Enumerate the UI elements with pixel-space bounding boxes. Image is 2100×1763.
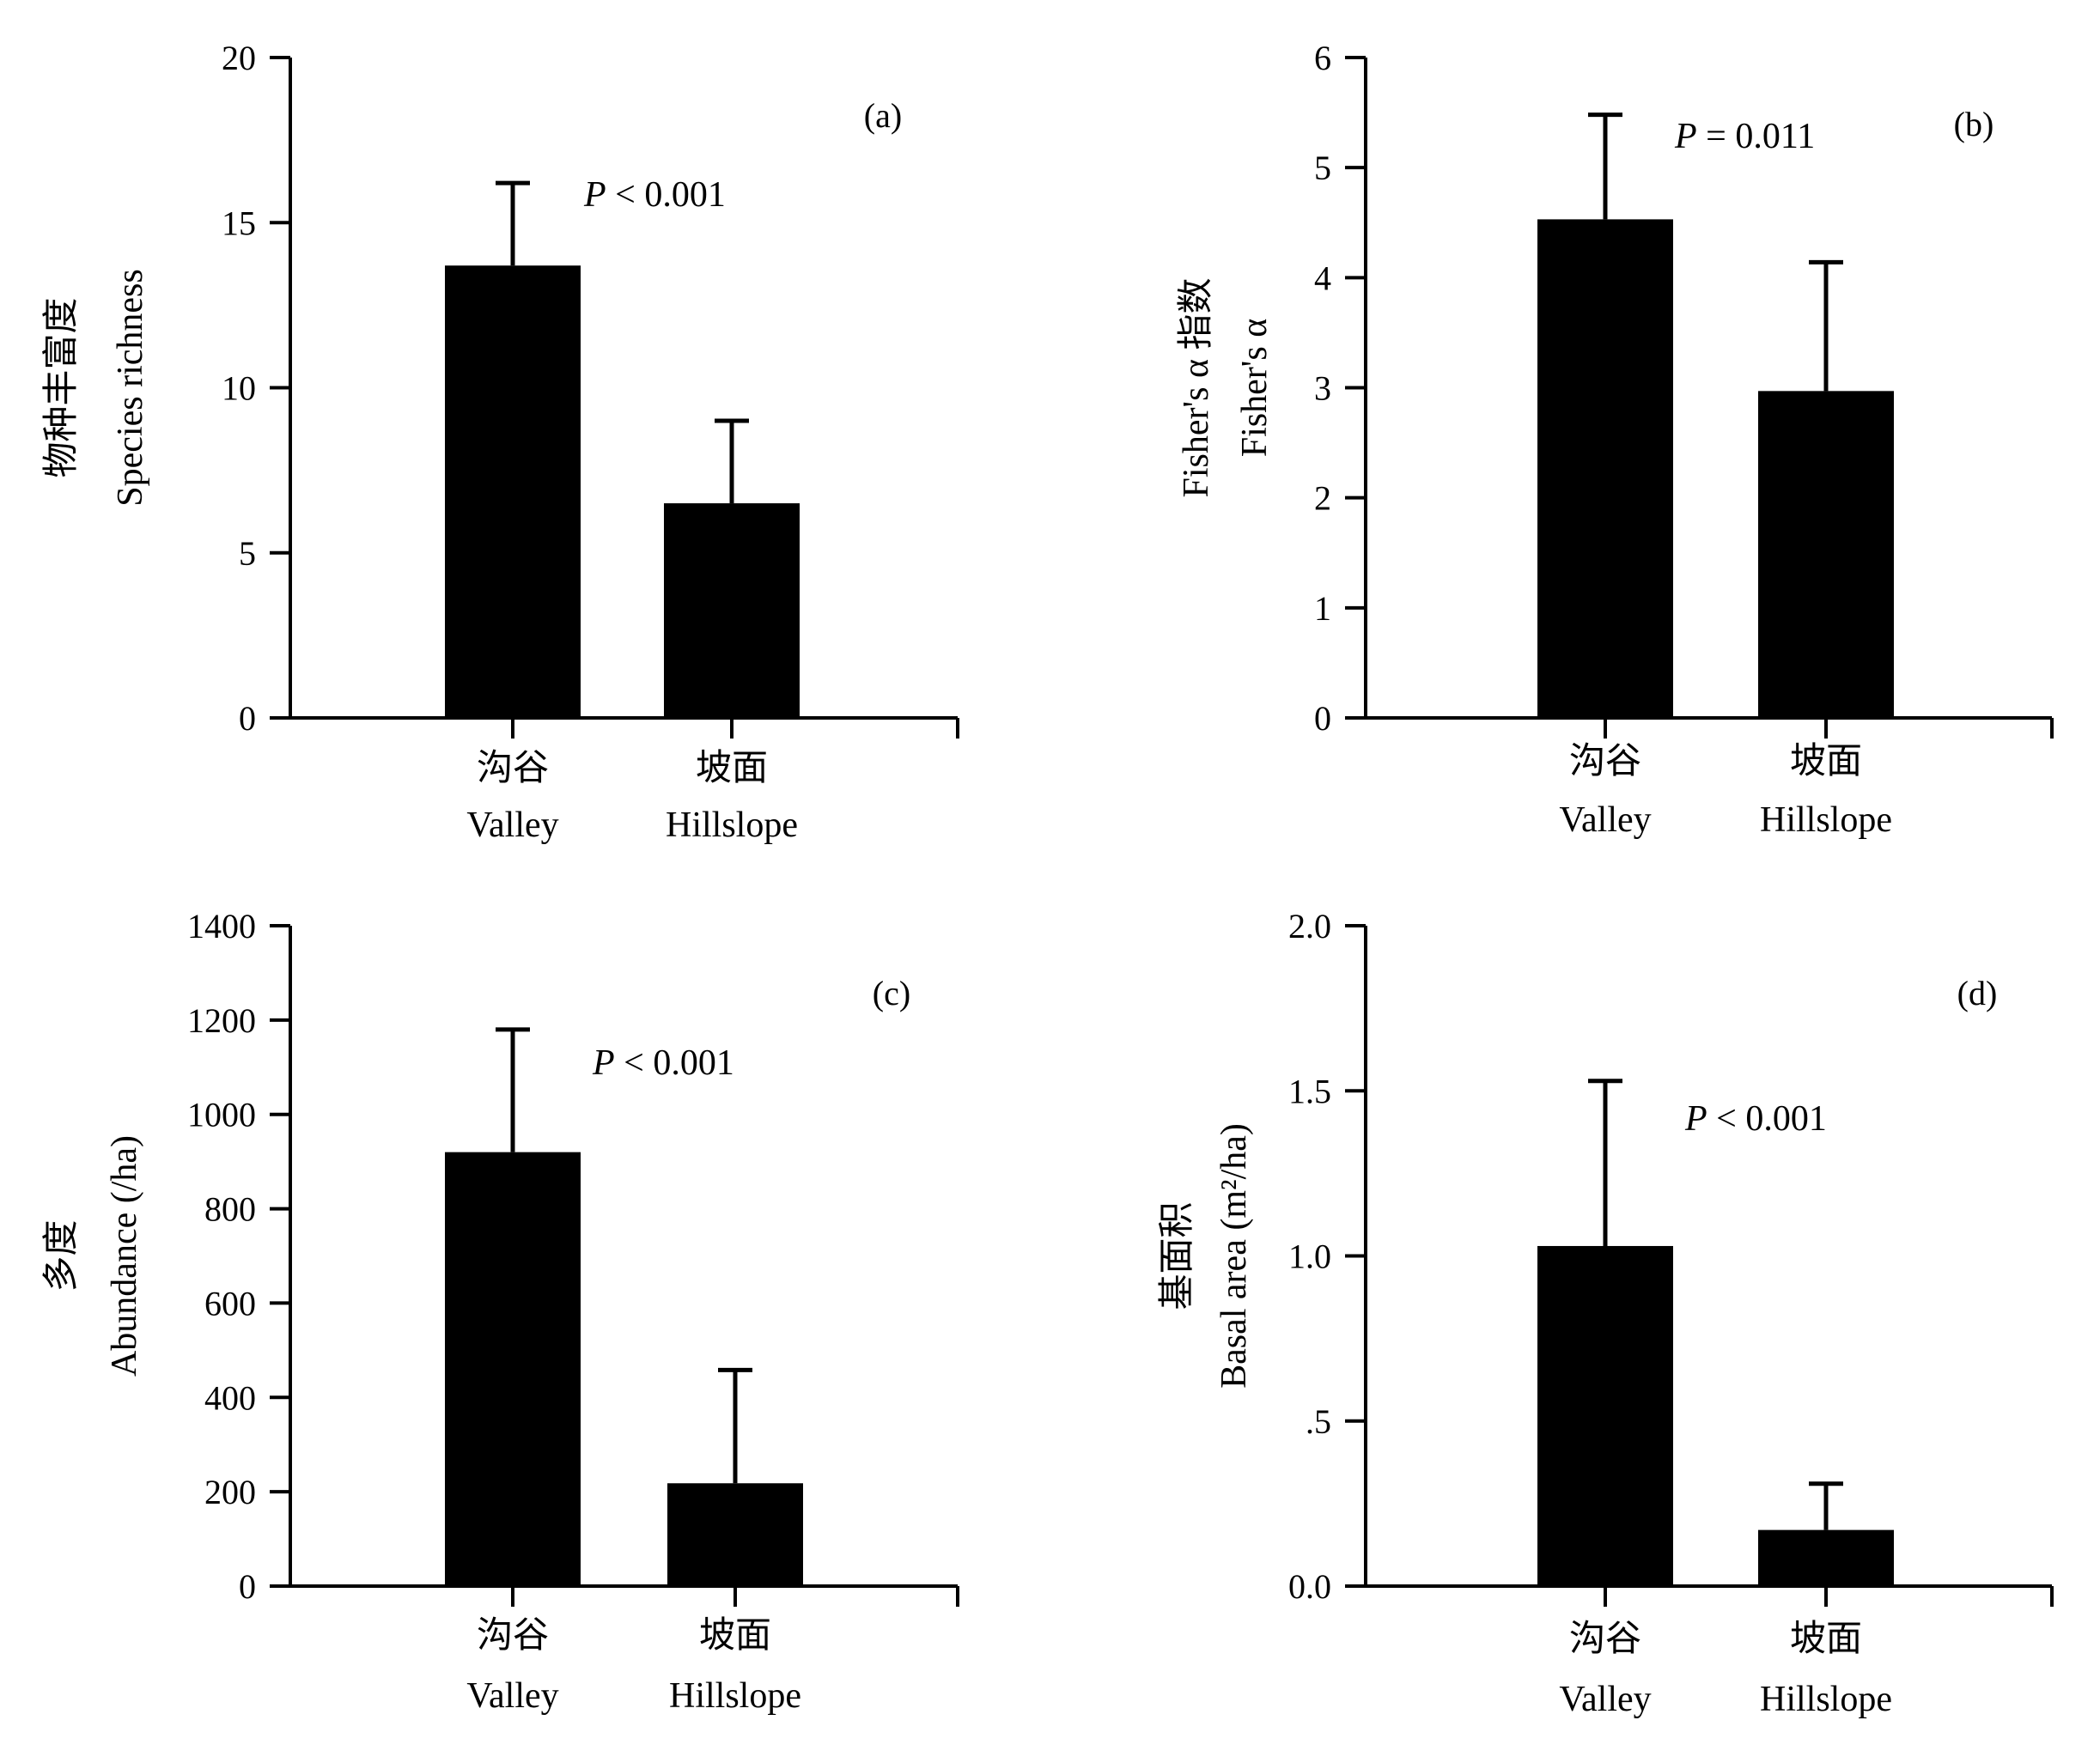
y-axis-title: Abundance (/ha) — [105, 1135, 144, 1377]
y-tick-label: 10 — [222, 369, 256, 408]
x-tick-label: Hillslope — [669, 1676, 801, 1716]
y-tick-label: 400 — [204, 1378, 256, 1417]
y-tick-label: 5 — [239, 534, 256, 573]
y-tick-label: 20 — [222, 39, 256, 77]
x-tick-label: Valley — [466, 806, 558, 845]
panel-label: (b) — [1954, 105, 1994, 143]
y-tick-label: 600 — [204, 1284, 256, 1322]
y-tick-label: 1000 — [187, 1096, 256, 1134]
panel-label: (a) — [864, 96, 902, 135]
y-tick-label: 0 — [239, 1567, 256, 1606]
y-tick-label: 1.0 — [1288, 1237, 1331, 1276]
x-tick-label: 坡面 — [696, 749, 768, 788]
y-tick-label: 1 — [1314, 589, 1331, 628]
x-tick-label: Valley — [466, 1676, 558, 1716]
p-value-text: = 0.011 — [1697, 117, 1816, 156]
p-value-symbol: P — [583, 175, 606, 215]
x-tick-label: Hillslope — [1760, 800, 1892, 840]
y-axis-title: 多度 — [42, 1219, 82, 1292]
y-tick-label: 0 — [239, 699, 256, 738]
y-axis-title: 基面积 — [1158, 1201, 1197, 1310]
y-tick-label: 3 — [1314, 369, 1331, 408]
y-tick-label: 0 — [1314, 699, 1331, 738]
y-tick-label: 6 — [1314, 39, 1331, 77]
y-tick-label: .5 — [1306, 1402, 1331, 1441]
bar — [1758, 391, 1894, 718]
p-value-symbol: P — [1674, 117, 1697, 156]
y-tick-label: 2 — [1314, 479, 1331, 518]
x-tick-label: Hillslope — [666, 806, 798, 845]
x-tick-label: Hillslope — [1760, 1680, 1892, 1719]
bar — [445, 1152, 581, 1586]
bar — [1537, 1245, 1673, 1586]
panel-a: 0 5 10 15 20 沟谷 Valley 坡面 Hillslope 物种丰富度 Species … — [41, 39, 959, 845]
y-axis-title: Fisher's α — [1235, 319, 1275, 457]
x-tick-label: 坡面 — [699, 1616, 771, 1656]
p-value-annotation: P < 0.001 — [1684, 1099, 1827, 1139]
y-tick-label: 2.0 — [1288, 907, 1331, 945]
bar — [1758, 1529, 1894, 1586]
p-value-symbol: P — [592, 1043, 615, 1083]
p-value-text: < 0.001 — [606, 175, 726, 215]
x-tick-label: 坡面 — [1790, 742, 1862, 781]
y-axis-title: 物种丰富度 — [41, 297, 82, 477]
panel-c: 0 200 400 600 800 1000 1200 1400 沟谷 Valley 坡面 Hills… — [42, 907, 959, 1716]
y-tick-label: 0.0 — [1288, 1567, 1331, 1606]
y-axis-title: Fisher's α 指数 — [1177, 278, 1216, 498]
panel-label: (c) — [873, 974, 910, 1012]
bar — [445, 265, 581, 718]
x-tick-label: 沟谷 — [477, 1616, 549, 1656]
y-tick-label: 200 — [204, 1473, 256, 1511]
p-value-text: < 0.001 — [615, 1043, 734, 1083]
y-tick-label: 15 — [222, 204, 256, 242]
p-value-annotation: P < 0.001 — [583, 175, 726, 215]
x-tick-label: 坡面 — [1790, 1620, 1862, 1659]
x-tick-label: 沟谷 — [1569, 742, 1641, 781]
y-tick-label: 800 — [204, 1190, 256, 1229]
bar — [667, 1483, 803, 1586]
y-tick-label: 1400 — [187, 907, 256, 945]
p-value-annotation: P < 0.001 — [592, 1043, 734, 1083]
p-value-symbol: P — [1684, 1099, 1707, 1139]
bar — [664, 503, 800, 718]
y-tick-label: 5 — [1314, 149, 1331, 187]
x-tick-label: Valley — [1559, 800, 1651, 840]
x-tick-label: 沟谷 — [1569, 1620, 1641, 1659]
p-value-annotation: P = 0.011 — [1674, 117, 1815, 156]
bar — [1537, 219, 1673, 718]
panel-d: 0.0 .5 1.0 1.5 2.0 沟谷 Valley 坡面 Hillslope 基面积 Basa… — [1158, 907, 2054, 1719]
y-tick-label: 1200 — [187, 1001, 256, 1040]
y-axis-title: Species richness — [111, 269, 150, 506]
panel-label: (d) — [1957, 974, 1998, 1012]
y-axis-title: Basal area (m²/ha) — [1214, 1123, 1254, 1389]
p-value-text: < 0.001 — [1707, 1099, 1827, 1139]
x-tick-label: Valley — [1559, 1680, 1651, 1719]
x-tick-label: 沟谷 — [477, 749, 549, 788]
y-tick-label: 4 — [1314, 258, 1331, 297]
panel-b: 0 1 2 3 4 5 6 沟谷 Valley 坡面 Hillslope Fisher's α 指数 F… — [1177, 39, 2054, 840]
y-tick-label: 1.5 — [1288, 1072, 1331, 1110]
